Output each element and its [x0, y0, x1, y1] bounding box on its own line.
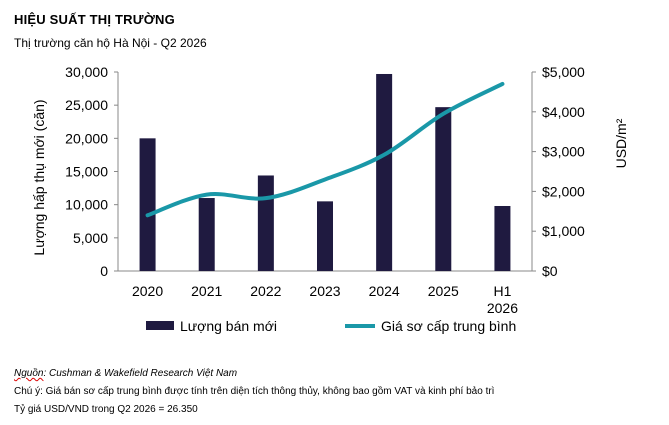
y-tick-label: 10,000: [65, 197, 108, 213]
y-tick-label: 30,000: [65, 64, 108, 80]
y2-axis-title: USD/m²: [613, 118, 629, 168]
y2-tick-label: $1,000: [542, 223, 585, 239]
bar: [317, 201, 333, 271]
footnote-price-basis: Chú ý: Giá bán sơ cấp trung bình được tí…: [14, 386, 495, 397]
y2-tick-label: $4,000: [542, 104, 585, 120]
y2-tick-label: $5,000: [542, 64, 585, 80]
y-tick-label: 0: [100, 263, 108, 279]
y-tick-label: 15,000: [65, 164, 108, 180]
x-tick-label: 2022: [250, 283, 281, 299]
x-tick-label: 2024: [369, 283, 400, 299]
x-tick-label: 2021: [191, 283, 222, 299]
bar: [139, 138, 156, 271]
source-label: Nguồn: [14, 368, 44, 379]
bar: [198, 198, 215, 271]
legend-label-bar: Lượng bán mới: [180, 318, 277, 334]
x-tick-label: H1: [493, 283, 511, 299]
legend-label-line: Giá sơ cấp trung bình: [381, 318, 516, 334]
bar: [257, 175, 274, 271]
legend-swatch-bar: [146, 321, 174, 330]
bar: [376, 73, 393, 272]
y-axis-title: Lượng hấp thụ mới (căn): [31, 99, 47, 255]
chart-subtitle: Thị trường căn hộ Hà Nội - Q2 2026: [14, 36, 207, 50]
y-tick-label: 20,000: [65, 130, 108, 146]
footnote-exchange-rate: Tỷ giá USD/VND trong Q2 2026 = 26.350: [14, 404, 198, 415]
y2-tick-label: $3,000: [542, 144, 585, 160]
y-tick-label: 5,000: [73, 230, 108, 246]
bar: [494, 205, 511, 271]
chart-title: HIỆU SUẤT THỊ TRƯỜNG: [14, 12, 175, 27]
y2-tick-label: $2,000: [542, 183, 585, 199]
x-tick-label: 2026: [487, 300, 518, 316]
y-tick-label: 25,000: [65, 97, 108, 113]
x-tick-label: 2020: [132, 283, 163, 299]
source-note: Nguồn: Cushman & Wakefield Research Việt…: [14, 368, 237, 379]
x-tick-label: 2023: [309, 283, 340, 299]
bar: [435, 107, 452, 271]
x-tick-label: 2025: [428, 283, 459, 299]
source-text: : Cushman & Wakefield Research Việt Nam: [43, 368, 238, 379]
y2-tick-label: $0: [542, 263, 558, 279]
